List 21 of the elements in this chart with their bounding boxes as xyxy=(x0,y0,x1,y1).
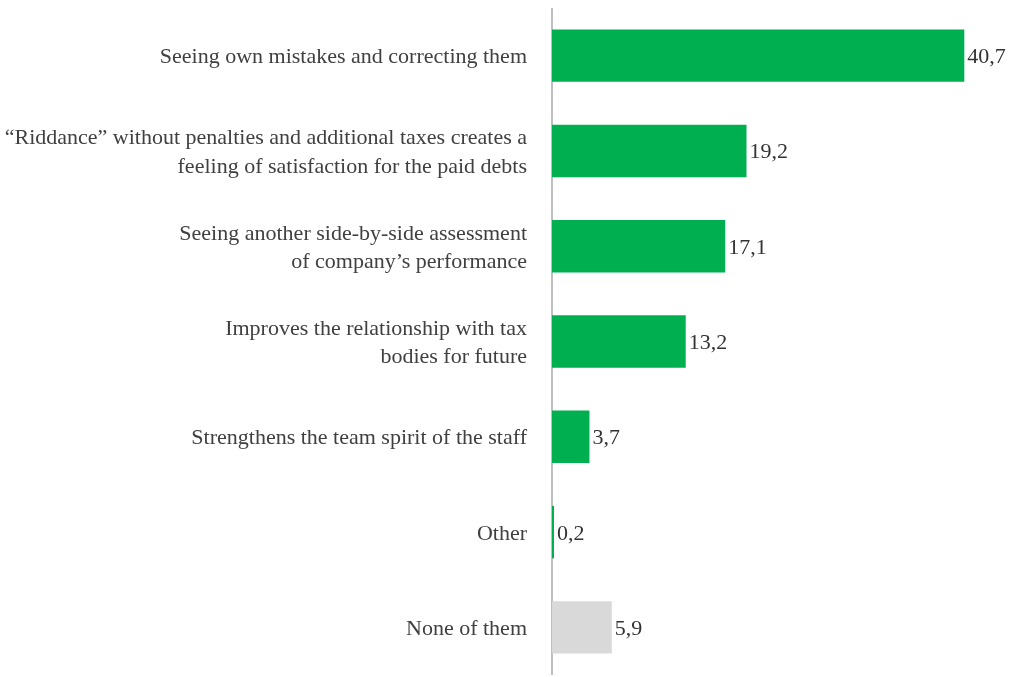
data-label: 3,7 xyxy=(592,424,620,450)
bar xyxy=(552,220,726,273)
data-label: 19,2 xyxy=(749,138,788,164)
y-tick-label: Other xyxy=(476,519,528,545)
data-label: 17,1 xyxy=(728,233,767,259)
bar xyxy=(552,410,590,463)
bar xyxy=(552,124,747,178)
y-tick-label: None of them xyxy=(406,615,527,641)
y-tick-label: “Riddance” without penalties and additional taxes creates a feeling of satisfaction for the paid debts xyxy=(4,124,528,178)
data-label: 0,2 xyxy=(557,519,585,545)
bar xyxy=(552,315,686,368)
data-label: 13,2 xyxy=(688,329,728,354)
y-tick-label: Improves the relationship with tax bodies for future xyxy=(225,314,527,369)
bar xyxy=(552,601,612,654)
y-tick-label: Seeing another side-by-side assessment of company’s performance xyxy=(179,219,527,274)
y-tick-label: Seeing own mistakes and correcting them xyxy=(159,43,527,69)
y-tick-label: Strengthens the team spirit of the staff xyxy=(191,424,528,450)
bar xyxy=(552,29,965,82)
data-label: 5,9 xyxy=(614,614,643,640)
bar xyxy=(552,505,555,559)
data-label: 40,7 xyxy=(967,43,1006,69)
